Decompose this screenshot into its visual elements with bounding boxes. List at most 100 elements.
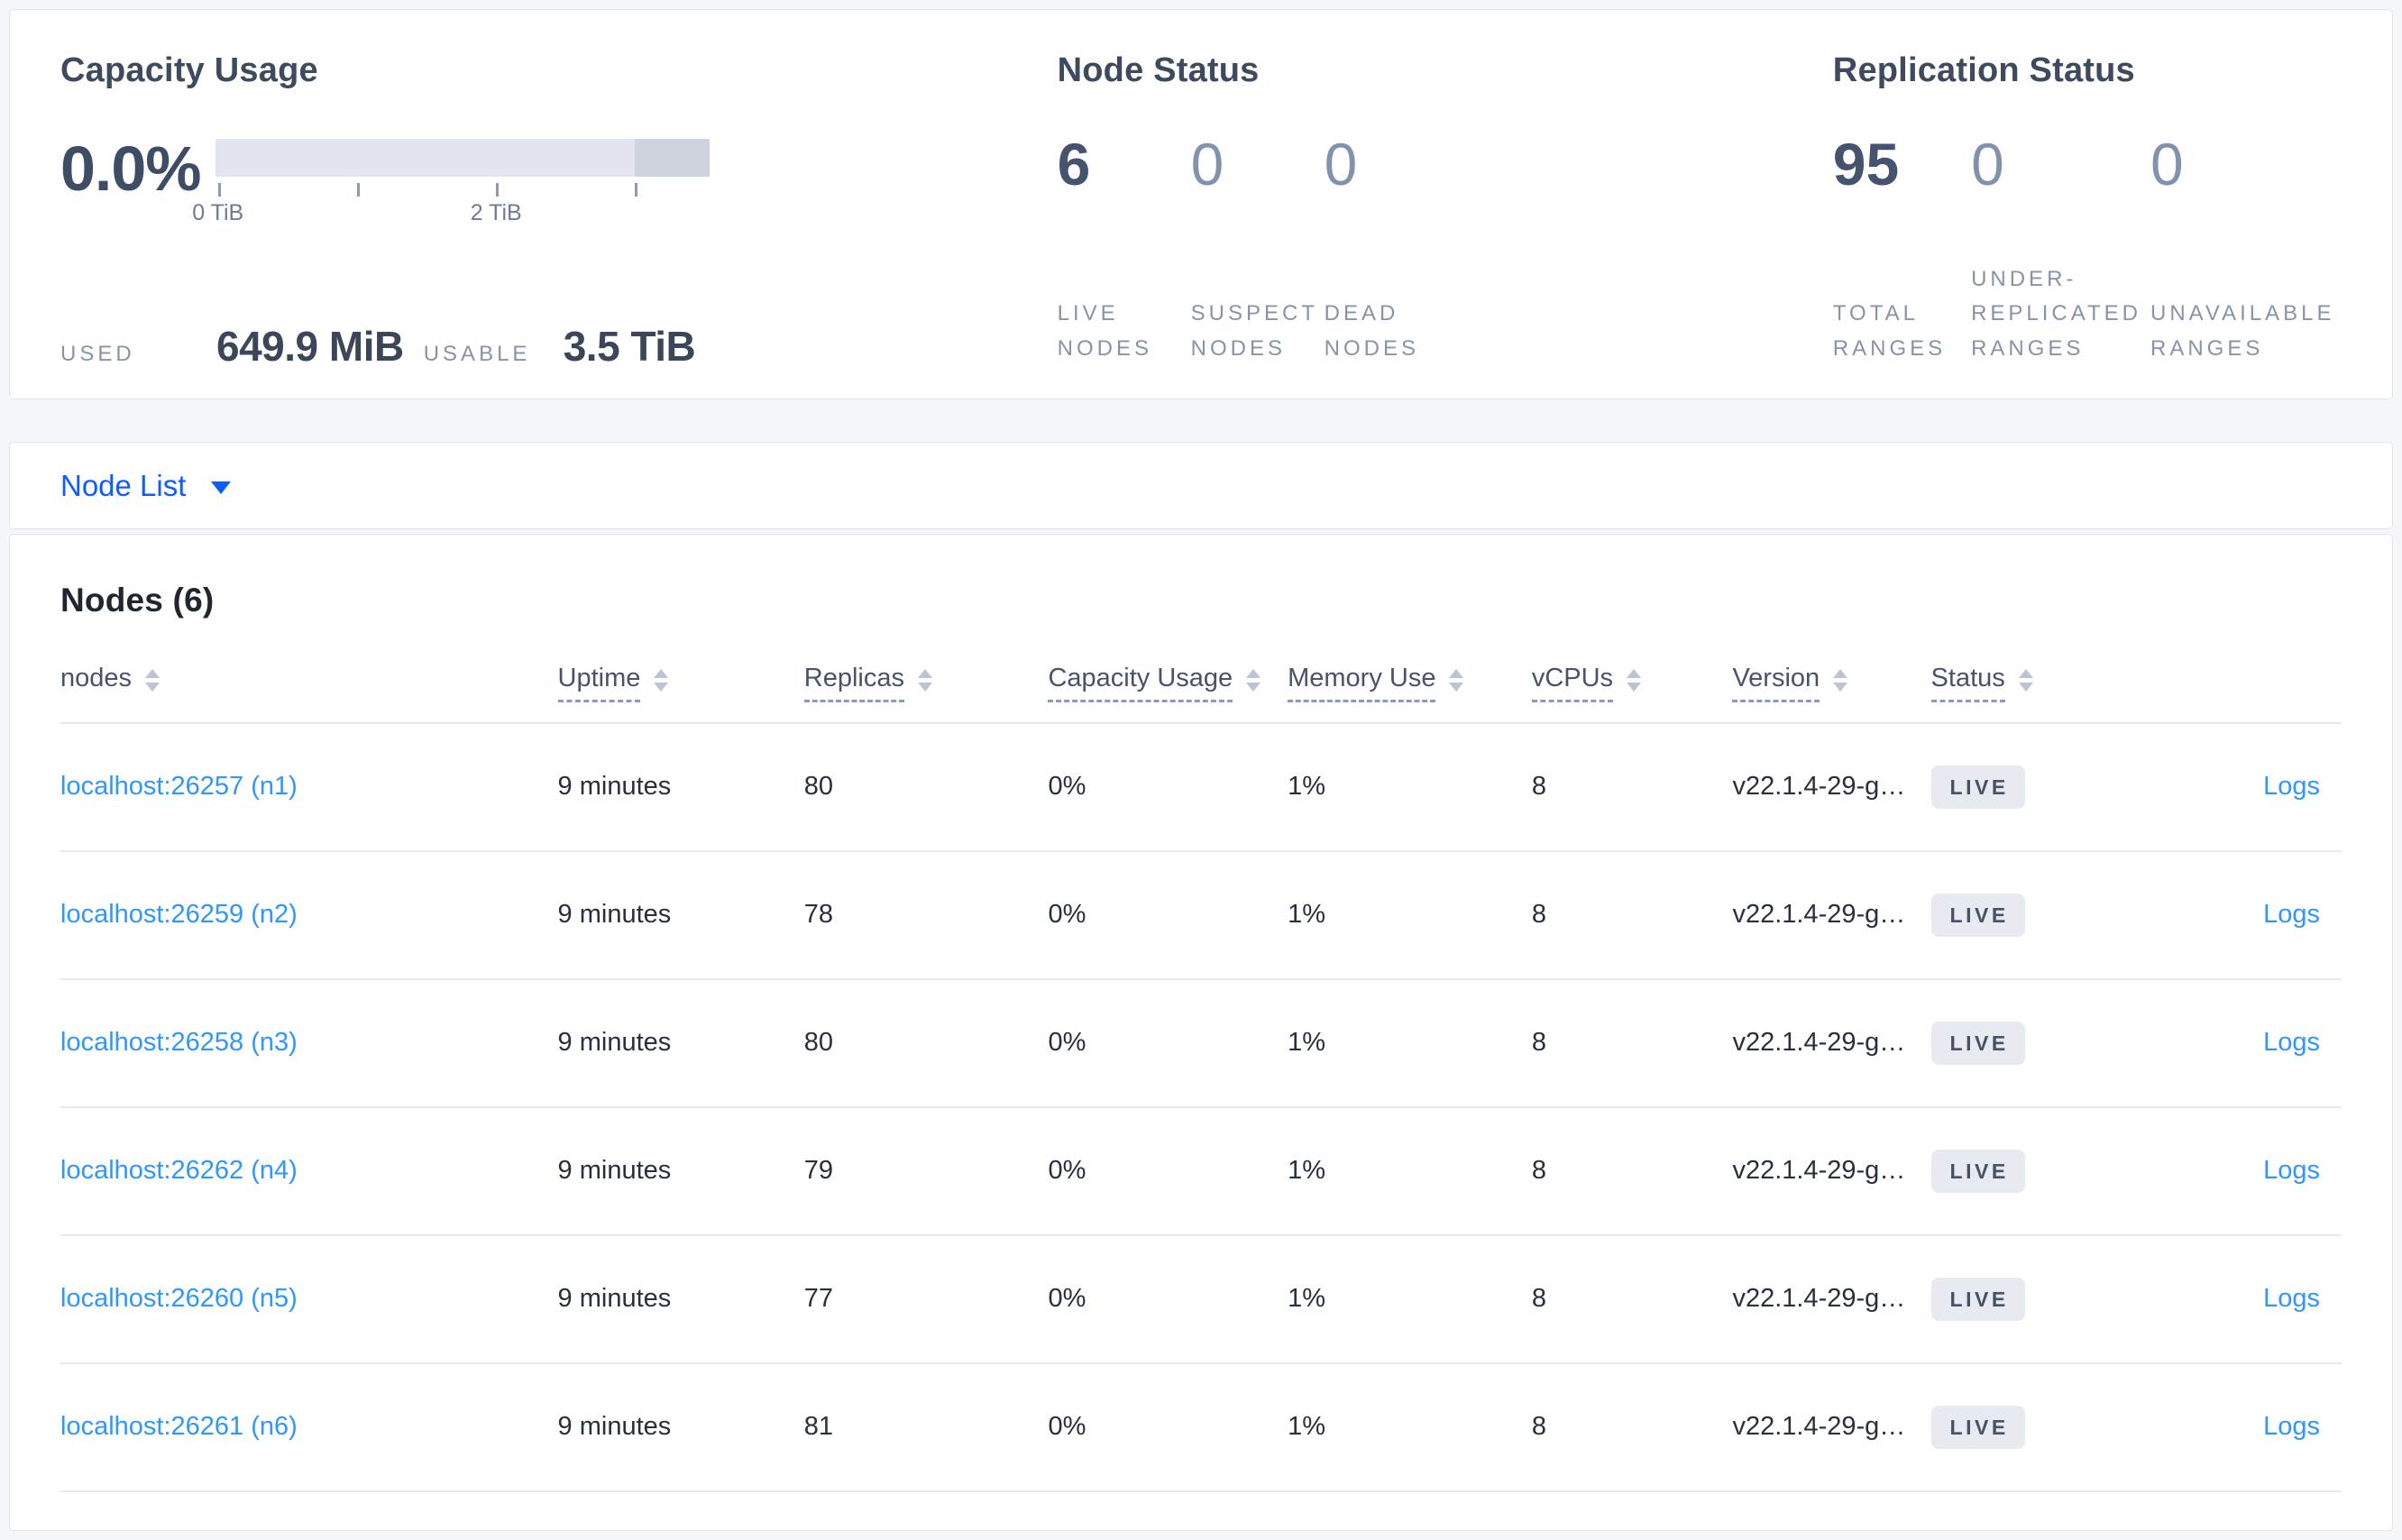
table-row: localhost:26258 (n3) 9 minutes 80 0% 1% … xyxy=(60,980,2342,1108)
status-cell: LIVE xyxy=(1930,980,2150,1106)
logs-link[interactable]: Logs xyxy=(2263,772,2320,802)
node-list-dropdown[interactable]: Node List xyxy=(60,468,232,503)
used-value: 649.9 MiB xyxy=(216,322,404,370)
column-header[interactable]: Uptime xyxy=(557,657,804,722)
uptime-cell: 9 minutes xyxy=(557,1156,672,1186)
sort-down-arrow-icon xyxy=(145,683,160,692)
capacity-usage-cell: 0% xyxy=(1048,1412,1086,1442)
vcpus-cell: 8 xyxy=(1531,900,1546,930)
suspect-nodes-label: SUSPECT NODES xyxy=(1190,301,1318,361)
table-row: localhost:26259 (n2) 9 minutes 78 0% 1% … xyxy=(60,852,2342,980)
nodes-heading: Nodes (6) xyxy=(60,582,215,619)
axis-tick xyxy=(496,183,500,197)
status-badge: LIVE xyxy=(1930,893,2025,937)
sort-down-arrow-icon xyxy=(917,683,932,692)
sort-up-arrow-icon xyxy=(654,669,669,679)
capacity-percent-value: 0.0% xyxy=(60,133,202,204)
column-header[interactable]: Memory Use xyxy=(1288,657,1532,722)
column-header-label: Capacity Usage xyxy=(1048,663,1233,702)
node-address-link[interactable]: localhost:26262 (n4) xyxy=(60,1156,298,1186)
sort-icon xyxy=(917,669,932,692)
column-header[interactable]: Capacity Usage xyxy=(1048,657,1288,722)
sort-down-arrow-icon xyxy=(1449,683,1464,692)
version-cell: v22.1.4-29-g… xyxy=(1732,1156,1906,1186)
node-address-cell: localhost:26262 (n4) xyxy=(60,1108,558,1234)
suspect-nodes-stat: 0 SUSPECT NODES xyxy=(1191,133,1325,371)
sort-down-arrow-icon xyxy=(1833,683,1848,692)
vcpus-cell: 8 xyxy=(1531,772,1546,802)
node-address-link[interactable]: localhost:26259 (n2) xyxy=(60,900,298,930)
sort-icon xyxy=(145,669,160,692)
memory-use-cell: 1% xyxy=(1288,1412,1326,1442)
sort-down-arrow-icon xyxy=(654,683,669,692)
live-nodes-value: 6 xyxy=(1057,131,1091,197)
version-cell: v22.1.4-29-g… xyxy=(1732,1028,1906,1058)
sort-up-arrow-icon xyxy=(1833,669,1848,679)
node-status-section: Node Status 6 LIVE NODES 0 SUSPECT NODES… xyxy=(1058,51,1833,371)
sort-icon xyxy=(654,669,669,692)
status-cell: LIVE xyxy=(1930,1364,2150,1490)
column-header-label: Status xyxy=(1930,663,2005,702)
capacity-bar-chart: 0 TiB 2 TiB xyxy=(192,139,710,229)
logs-link[interactable]: Logs xyxy=(2263,1412,2320,1442)
logs-cell: Logs xyxy=(2150,980,2342,1106)
unavailable-ranges-label: UNAVAILABLE RANGES xyxy=(2150,301,2335,361)
logs-cell: Logs xyxy=(2150,724,2342,850)
sort-icon xyxy=(1833,669,1848,692)
capacity-usage-chart: 0.0% 0 TiB 2 TiB xyxy=(60,137,1058,229)
logs-link[interactable]: Logs xyxy=(2263,1284,2320,1314)
sort-icon xyxy=(1627,669,1642,692)
dead-nodes-value: 0 xyxy=(1324,131,1358,197)
status-badge: LIVE xyxy=(1930,1405,2025,1449)
total-ranges-stat: 95 TOTAL RANGES xyxy=(1833,133,1971,371)
node-address-link[interactable]: localhost:26261 (n6) xyxy=(60,1412,298,1442)
node-address-cell: localhost:26259 (n2) xyxy=(60,852,558,978)
column-header[interactable]: nodes xyxy=(60,657,558,722)
sort-down-arrow-icon xyxy=(1246,683,1261,692)
column-header[interactable]: Replicas xyxy=(803,657,1049,722)
column-header-label: Uptime xyxy=(557,663,641,702)
node-address-link[interactable]: localhost:26260 (n5) xyxy=(60,1284,298,1314)
chevron-down-icon xyxy=(211,481,232,494)
replicas-cell: 81 xyxy=(803,1412,834,1442)
logs-link[interactable]: Logs xyxy=(2263,1156,2320,1186)
column-header-label: Memory Use xyxy=(1288,663,1436,702)
under-replicated-ranges-stat: 0 UNDER-REPLICATED RANGES xyxy=(1971,133,2150,371)
logs-cell: Logs xyxy=(2150,1108,2342,1234)
vcpus-cell: 8 xyxy=(1531,1028,1546,1058)
column-header[interactable]: Version xyxy=(1732,657,1930,722)
axis-tick xyxy=(356,183,360,197)
logs-link[interactable]: Logs xyxy=(2263,900,2320,930)
vcpus-cell: 8 xyxy=(1531,1156,1546,1186)
capacity-usage-cell: 0% xyxy=(1048,900,1086,930)
view-selector-card: Node List xyxy=(9,442,2393,529)
node-address-cell: localhost:26261 (n6) xyxy=(60,1364,558,1490)
status-badge: LIVE xyxy=(1930,1149,2025,1193)
capacity-usage-cell: 0% xyxy=(1048,1028,1086,1058)
node-address-link[interactable]: localhost:26258 (n3) xyxy=(60,1028,298,1058)
status-badge: LIVE xyxy=(1930,1277,2025,1321)
axis-tick xyxy=(634,183,637,197)
usable-label: USABLE xyxy=(423,341,531,366)
uptime-cell: 9 minutes xyxy=(557,900,672,930)
live-nodes-stat: 6 LIVE NODES xyxy=(1058,133,1191,371)
usable-value: 3.5 TiB xyxy=(563,322,696,370)
replication-status-section: Replication Status 95 TOTAL RANGES 0 UND… xyxy=(1833,51,2342,371)
node-list-dropdown-label: Node List xyxy=(60,468,187,502)
logs-cell: Logs xyxy=(2150,1236,2342,1362)
axis-tick xyxy=(217,183,221,197)
replicas-cell: 79 xyxy=(803,1156,834,1186)
vcpus-cell: 8 xyxy=(1531,1284,1546,1314)
node-address-cell: localhost:26260 (n5) xyxy=(60,1236,558,1362)
node-address-link[interactable]: localhost:26257 (n1) xyxy=(60,772,298,802)
column-header[interactable]: Status xyxy=(1930,657,2150,722)
status-cell: LIVE xyxy=(1930,1236,2150,1362)
sort-up-arrow-icon xyxy=(2018,669,2033,679)
column-header[interactable]: vCPUs xyxy=(1531,657,1733,722)
logs-link[interactable]: Logs xyxy=(2263,1028,2320,1058)
table-row: localhost:26257 (n1) 9 minutes 80 0% 1% … xyxy=(60,724,2342,852)
table-header-row: nodes Uptime Replicas Capacity Usage Mem… xyxy=(60,657,2342,724)
memory-use-cell: 1% xyxy=(1288,1284,1326,1314)
node-status-stats: 6 LIVE NODES 0 SUSPECT NODES 0 DEAD NODE… xyxy=(1058,133,1833,371)
logs-cell: Logs xyxy=(2150,1364,2342,1490)
